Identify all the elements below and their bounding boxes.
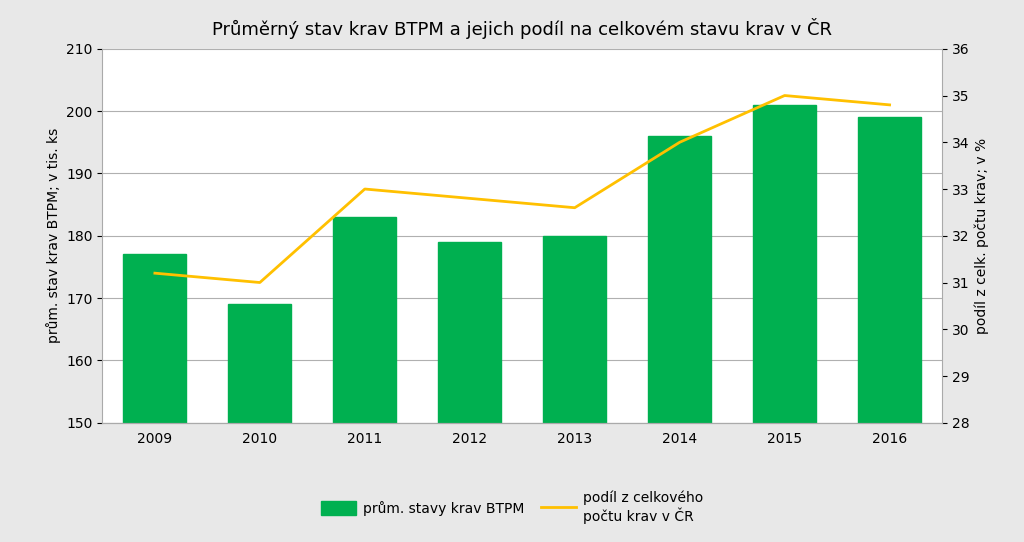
Bar (438, 242, 502, 542)
Bar (228, 304, 291, 542)
Bar (648, 136, 711, 542)
Bar (334, 217, 396, 542)
Bar (123, 255, 186, 542)
Bar (858, 117, 922, 542)
Bar (543, 236, 606, 542)
Bar (754, 105, 816, 542)
Y-axis label: podíl z celk. počtu krav; v %: podíl z celk. počtu krav; v % (975, 138, 989, 334)
Legend: prům. stavy krav BTPM, podíl z celkového
počtu krav v ČR: prům. stavy krav BTPM, podíl z celkového… (315, 485, 709, 530)
Y-axis label: prům. stav krav BTPM; v tis. ks: prům. stav krav BTPM; v tis. ks (46, 128, 60, 344)
Title: Průměrný stav krav BTPM a jejich podíl na celkovém stavu krav v ČR: Průměrný stav krav BTPM a jejich podíl n… (212, 18, 833, 39)
